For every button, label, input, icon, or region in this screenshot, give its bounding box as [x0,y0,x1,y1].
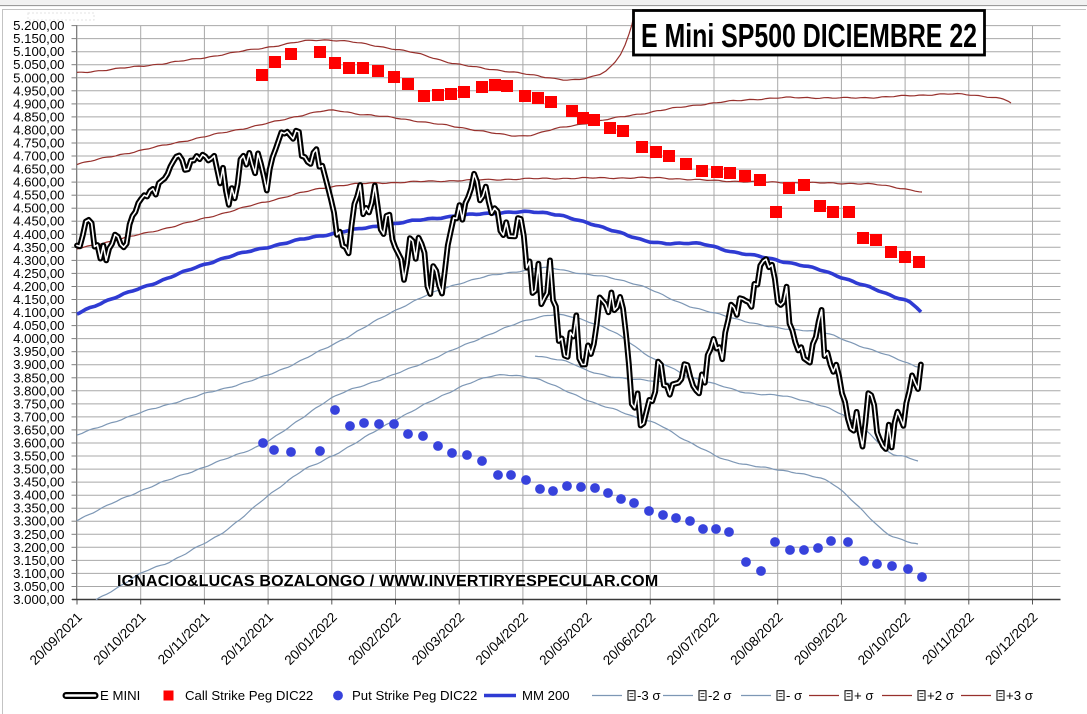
svg-text:E Mini SP500 DICIEMBRE 22: E Mini SP500 DICIEMBRE 22 [641,17,977,54]
svg-text:3.650,00: 3.650,00 [13,422,64,437]
svg-text:4.800,00: 4.800,00 [13,122,64,137]
svg-text:Put Strike Peg DIC22: Put Strike Peg DIC22 [352,688,477,703]
svg-text:4.150,00: 4.150,00 [13,292,64,307]
svg-text:-2 σ: -2 σ [708,688,732,703]
svg-text:4.550,00: 4.550,00 [13,188,64,203]
svg-text:3.300,00: 3.300,00 [13,514,64,529]
svg-text:MM 200: MM 200 [522,688,570,703]
svg-text:4.650,00: 4.650,00 [13,162,64,177]
svg-text:3.950,00: 3.950,00 [13,344,64,359]
svg-text:5.200,00: 5.200,00 [13,18,64,33]
svg-text:4.400,00: 4.400,00 [13,227,64,242]
svg-text:3.900,00: 3.900,00 [13,357,64,372]
svg-text:3.500,00: 3.500,00 [13,462,64,477]
svg-text:E MINI: E MINI [100,688,140,703]
svg-text:4.000,00: 4.000,00 [13,331,64,346]
svg-text:3.750,00: 3.750,00 [13,396,64,411]
svg-text:3.600,00: 3.600,00 [13,436,64,451]
svg-text:+3 σ: +3 σ [1006,688,1033,703]
svg-text:4.350,00: 4.350,00 [13,240,64,255]
svg-text:4.450,00: 4.450,00 [13,214,64,229]
svg-text:5.100,00: 5.100,00 [13,44,64,59]
svg-text:IGNACIO&LUCAS BOZALONGO / WWW.: IGNACIO&LUCAS BOZALONGO / WWW.INVERTIRYE… [117,573,658,590]
svg-text:4.750,00: 4.750,00 [13,136,64,151]
svg-text:3.800,00: 3.800,00 [13,383,64,398]
svg-text:4.700,00: 4.700,00 [13,149,64,164]
svg-text:4.900,00: 4.900,00 [13,96,64,111]
svg-text:-3 σ: -3 σ [637,688,661,703]
svg-text:3.150,00: 3.150,00 [13,553,64,568]
svg-text:3.850,00: 3.850,00 [13,370,64,385]
svg-text:5.050,00: 5.050,00 [13,57,64,72]
svg-text:4.100,00: 4.100,00 [13,305,64,320]
svg-text:4.200,00: 4.200,00 [13,279,64,294]
svg-text:5.150,00: 5.150,00 [13,31,64,46]
svg-text:3.700,00: 3.700,00 [13,409,64,424]
svg-text:4.600,00: 4.600,00 [13,175,64,190]
svg-text:3.200,00: 3.200,00 [13,540,64,555]
svg-text:3.250,00: 3.250,00 [13,527,64,542]
svg-text:+2 σ: +2 σ [927,688,954,703]
svg-text:3.350,00: 3.350,00 [13,501,64,516]
svg-text:- σ: - σ [786,688,802,703]
svg-text:Call Strike Peg DIC22: Call Strike Peg DIC22 [185,688,313,703]
svg-text:3.050,00: 3.050,00 [13,579,64,594]
svg-text:+ σ: + σ [854,688,874,703]
svg-text:5.000,00: 5.000,00 [13,70,64,85]
svg-text:3.000,00: 3.000,00 [13,592,64,607]
svg-text:3.400,00: 3.400,00 [13,488,64,503]
svg-text:4.050,00: 4.050,00 [13,318,64,333]
svg-text:3.550,00: 3.550,00 [13,449,64,464]
svg-text:4.250,00: 4.250,00 [13,266,64,281]
svg-text:3.100,00: 3.100,00 [13,566,64,581]
svg-text:4.950,00: 4.950,00 [13,83,64,98]
svg-text:3.450,00: 3.450,00 [13,475,64,490]
svg-text:4.850,00: 4.850,00 [13,109,64,124]
svg-text:4.300,00: 4.300,00 [13,253,64,268]
svg-text:4.500,00: 4.500,00 [13,201,64,216]
